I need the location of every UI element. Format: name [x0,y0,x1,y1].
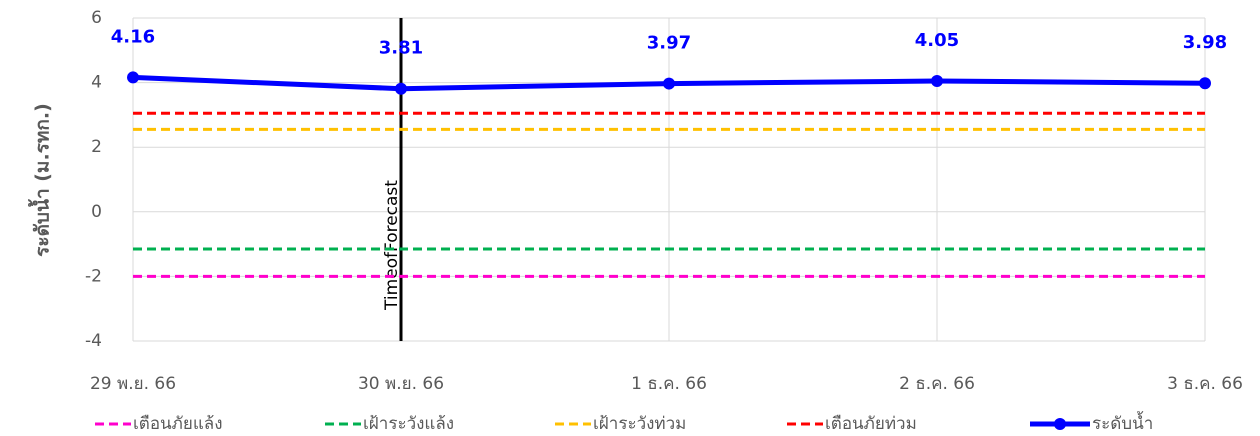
legend-label: เตือนภัยแล้ง [133,414,223,434]
legend-label: เฝ้าระวังท่วม [593,414,686,434]
y-tick-label: 4 [91,73,102,93]
legend-label: เตือนภัยท่วม [825,414,917,434]
y-axis-title: ระดับน้ำ (ม.รทก.) [28,103,54,257]
legend-label: เฝ้าระวังแล้ง [363,414,454,434]
point [395,82,407,95]
point [663,77,675,90]
point [1199,77,1211,90]
data-label: 4.16 [111,26,155,47]
data-label: 3.97 [647,33,691,54]
data-label: 3.98 [1183,32,1227,53]
y-tick-label: 2 [91,137,102,157]
data-label: 4.05 [915,30,959,51]
point [127,71,139,84]
legend-marker [1054,418,1066,430]
y-tick-label: 6 [91,8,102,28]
point [931,74,943,87]
y-tick-label: 0 [91,202,102,222]
x-tick-label: 1 ธ.ค. 66 [631,374,707,394]
x-tick-label: 29 พ.ย. 66 [90,374,176,394]
y-tick-label: -4 [85,331,102,351]
data-label: 3.81 [379,38,423,59]
x-tick-label: 30 พ.ย. 66 [358,374,444,394]
x-tick-label: 3 ธ.ค. 66 [1167,374,1243,394]
y-tick-label: -2 [85,266,102,286]
forecast-label: TimeofForecast [382,180,402,311]
legend-label: ระดับน้ำ [1092,411,1153,434]
x-tick-label: 2 ธ.ค. 66 [899,374,975,394]
